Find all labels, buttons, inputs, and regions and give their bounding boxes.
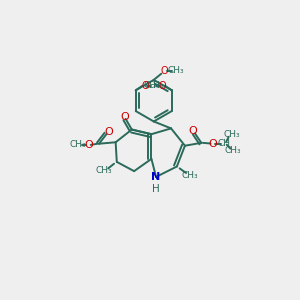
Text: O: O bbox=[104, 127, 113, 137]
Text: O: O bbox=[141, 81, 149, 91]
Text: H: H bbox=[152, 184, 160, 194]
Text: O: O bbox=[159, 81, 166, 91]
Text: CH₃: CH₃ bbox=[96, 166, 112, 175]
Text: CH₃: CH₃ bbox=[144, 81, 160, 90]
Text: CH₃: CH₃ bbox=[223, 130, 240, 139]
Text: O: O bbox=[189, 126, 198, 136]
Text: CH₃: CH₃ bbox=[182, 171, 199, 180]
Text: CH₃: CH₃ bbox=[70, 140, 87, 149]
Text: CH₃: CH₃ bbox=[224, 146, 241, 155]
Text: O: O bbox=[160, 66, 168, 76]
Text: O: O bbox=[208, 139, 217, 148]
Text: O: O bbox=[84, 140, 93, 150]
Text: CH₃: CH₃ bbox=[147, 81, 164, 90]
Text: CH₃: CH₃ bbox=[168, 66, 184, 75]
Text: N: N bbox=[152, 172, 161, 182]
Text: O: O bbox=[120, 112, 129, 122]
Text: CH: CH bbox=[218, 139, 230, 148]
